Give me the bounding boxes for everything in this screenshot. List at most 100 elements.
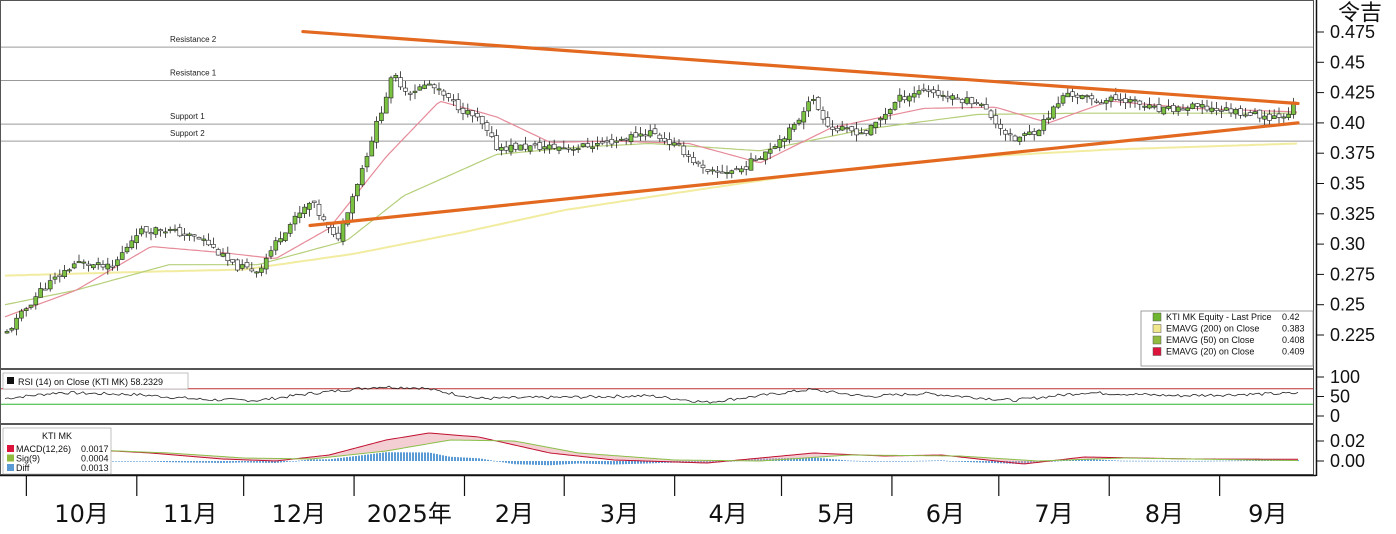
candle-body (1103, 100, 1109, 104)
candle-body (316, 203, 322, 216)
candle-body (883, 113, 888, 120)
macd-histogram-bar (1093, 459, 1095, 461)
macd-histogram-bar (1099, 459, 1101, 461)
candle-body (345, 212, 351, 225)
macd-histogram-bar (1231, 460, 1233, 462)
macd-histogram-bar (1156, 460, 1158, 462)
macd-histogram-bar (1165, 460, 1167, 462)
macd-histogram-bar (373, 453, 375, 461)
candle-body (1123, 98, 1128, 104)
macd-histogram-bar (1255, 460, 1257, 461)
macd-histogram-bar (1225, 460, 1227, 462)
macd-histogram-bar (1192, 460, 1194, 462)
candle-body (748, 158, 754, 171)
macd-histogram-bar (964, 461, 966, 462)
macd-histogram-bar (844, 460, 846, 461)
candle-body (292, 215, 298, 225)
candle-body (743, 166, 749, 170)
candle-body (139, 228, 144, 235)
candle-body (254, 271, 259, 274)
legend-swatch (1152, 312, 1162, 322)
candle-body (287, 224, 293, 234)
rsi-swatch (7, 377, 14, 384)
macd-histogram-bar (247, 461, 249, 463)
candle-body (446, 93, 451, 98)
macd-histogram-bar (271, 461, 273, 463)
macd-histogram-bar (469, 457, 471, 461)
candle-body (134, 235, 139, 244)
candle-body (19, 310, 24, 319)
candle-body (566, 147, 571, 150)
legend-swatch (1152, 335, 1162, 345)
macd-histogram-bar (514, 461, 516, 465)
candle-body (187, 233, 192, 236)
candle-body (388, 77, 394, 99)
candle-body (460, 107, 466, 114)
macd-histogram-bar (1111, 460, 1113, 461)
macd-histogram-bar (181, 461, 183, 463)
candle-body (1175, 106, 1181, 112)
macd-histogram-bar (994, 461, 996, 464)
candle-body (1060, 95, 1066, 104)
macd-histogram-bar (1096, 459, 1098, 461)
candle-body (1238, 108, 1243, 116)
candle-body (1262, 115, 1267, 120)
price-tick-label: 0.35 (1330, 174, 1365, 194)
macd-histogram-bar (949, 460, 951, 462)
macd-histogram-bar (475, 458, 477, 461)
candle-body (1065, 92, 1071, 98)
candle-body (86, 263, 91, 266)
candle-body (374, 120, 379, 143)
candle-body (585, 143, 591, 148)
macd-histogram-bar (1075, 459, 1077, 461)
macd-histogram-bar (625, 461, 627, 465)
candle-body (1075, 94, 1080, 98)
candle-body (1223, 107, 1229, 111)
candle-body (1031, 131, 1037, 135)
macd-histogram-bar (1081, 459, 1083, 461)
macd-histogram-bar (1051, 461, 1053, 462)
candle-body (657, 134, 663, 139)
macd-histogram-bar (442, 455, 444, 461)
candle-body (297, 212, 303, 218)
candle-body (177, 227, 183, 237)
candle-body (931, 89, 936, 94)
macd-histogram-bar (250, 461, 252, 463)
macd-histogram-bar (409, 452, 411, 461)
macd-histogram-bar (634, 461, 636, 464)
macd-histogram-bar (796, 457, 798, 461)
macd-histogram-bar (1063, 460, 1065, 462)
candle-body (518, 144, 523, 151)
macd-histogram-bar (799, 457, 801, 461)
macd-histogram-bar (1237, 460, 1239, 462)
candle-body (681, 145, 687, 155)
legend-label: EMAVG (20) on Close (1166, 347, 1254, 357)
candle-body (43, 288, 48, 291)
candle-body (340, 221, 346, 242)
candle-body (1257, 109, 1263, 119)
macd-histogram-bar (418, 452, 420, 461)
price-tick-label: 0.25 (1330, 295, 1365, 315)
candle-body (1094, 100, 1099, 103)
macd-histogram-bar (898, 461, 900, 462)
candle-body (1214, 108, 1219, 111)
candle-body (172, 228, 178, 231)
macd-histogram-bar (1201, 460, 1203, 462)
candle-body (1041, 119, 1047, 131)
macd-histogram-bar (1147, 460, 1149, 462)
candle-body (825, 117, 831, 127)
macd-histogram-bar (1123, 460, 1125, 462)
candle-body (614, 140, 619, 143)
candle-body (211, 244, 216, 248)
macd-histogram-bar (427, 452, 429, 461)
candle-body (417, 86, 423, 91)
macd-histogram-bar (478, 458, 480, 461)
macd-histogram-bar (439, 454, 441, 461)
candle-body (935, 90, 941, 96)
macd-histogram-bar (865, 461, 867, 462)
macd-histogram-bar (295, 460, 297, 462)
macd-histogram-bar (505, 461, 507, 463)
macd-histogram-bar (1195, 460, 1197, 462)
macd-histogram-bar (868, 461, 870, 462)
